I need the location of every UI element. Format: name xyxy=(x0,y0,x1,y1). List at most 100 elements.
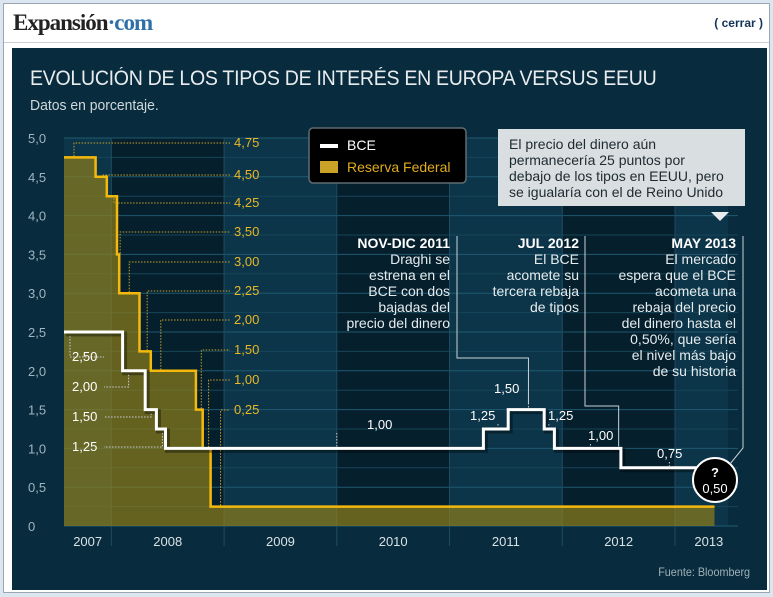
forecast-mark: ? xyxy=(711,465,719,480)
bce-series xyxy=(64,330,721,490)
fed-leader xyxy=(208,379,230,448)
fed-leader xyxy=(119,231,230,254)
bce-line-shadow xyxy=(66,331,721,490)
callout-pointer-icon xyxy=(711,212,729,221)
annotation-connector xyxy=(456,236,529,404)
bce-value-label: 2,00 xyxy=(72,379,97,394)
bce-value-label: 2,50 xyxy=(72,349,97,364)
logo-suffix: com xyxy=(114,10,153,35)
fed-line xyxy=(64,156,715,508)
fed-value-label: 1,50 xyxy=(234,342,259,357)
legend-fed-swatch xyxy=(320,161,338,173)
bce-leader xyxy=(104,413,152,418)
x-tick-label: 2013 xyxy=(694,534,723,549)
annotation-line: 0,50%, que sería xyxy=(630,331,736,347)
y-tick-label: 3,5 xyxy=(28,247,46,262)
y-tick-label: 0,5 xyxy=(28,480,46,495)
legend: BCE Reserva Federal xyxy=(308,127,467,184)
chart-subtitle: Datos en porcentaje. xyxy=(30,97,159,114)
annotation-heading: NOV-DIC 2011 xyxy=(357,235,450,251)
callout-line: El precio del dinero aún xyxy=(509,136,656,152)
annotation-line: espera que el BCE xyxy=(618,267,736,283)
axes: 0 0,5 1,0 1,5 2,0 2,5 3,0 3,5 4,0 4,5 5,0 2007 2008 2… xyxy=(28,131,723,549)
data-labels: 4,75 4,50 4,25 3,50 3,00 2,25 2,00 1,50 1,00 0,25… xyxy=(72,135,738,503)
fed-value-label: 3,00 xyxy=(234,254,259,269)
bce-value-label: 1,00 xyxy=(367,417,392,432)
chart-title: EVOLUCIÓN DE LOS TIPOS DE INTERÉS EN EUR… xyxy=(30,67,657,90)
annotation-connector xyxy=(729,236,744,465)
annotation-line: Draghi se xyxy=(390,251,450,267)
x-tick-label: 2009 xyxy=(266,534,295,549)
forecast-bubble xyxy=(692,457,738,503)
y-tick-label: 5,0 xyxy=(28,131,46,146)
forecast-value: 0,50 xyxy=(702,481,727,496)
annotation-heading: JUL 2012 xyxy=(518,235,579,251)
bce-value-label: 1,50 xyxy=(72,409,97,424)
annotation-line: acometa una xyxy=(655,283,736,299)
annotation-line: El mercado xyxy=(665,251,736,267)
y-tick-label: 2,0 xyxy=(28,364,46,379)
callout-background xyxy=(498,129,745,206)
fed-value-label: 1,00 xyxy=(234,372,259,387)
y-tick-label: 2,5 xyxy=(28,325,46,340)
y-tick-label: 0 xyxy=(28,519,35,534)
x-tick-label: 2012 xyxy=(604,534,633,549)
callout-line: debajo de los tipos en EEUU, pero xyxy=(509,168,724,184)
annotation-line: El BCE xyxy=(534,251,579,267)
bce-leader xyxy=(104,374,130,388)
fed-area xyxy=(64,157,715,526)
bce-value-label: 1,25 xyxy=(548,408,573,423)
label-leaders xyxy=(69,142,670,506)
y-tick-label: 1,0 xyxy=(28,441,46,456)
fed-value-label: 2,00 xyxy=(234,312,259,327)
x-tick-label: 2011 xyxy=(492,534,520,549)
logo-main: Expansión xyxy=(13,10,109,35)
x-tick-label: 2010 xyxy=(379,534,408,549)
popup-header: Expansión·com ( cerrar ) xyxy=(4,4,769,43)
legend-bce-label: BCE xyxy=(347,137,376,153)
bce-value-label: 0,75 xyxy=(657,446,682,461)
annotation-line: bajadas del xyxy=(378,299,450,315)
legend-bce-swatch xyxy=(320,144,338,148)
fed-leader xyxy=(128,261,230,293)
x-tick-label: 2008 xyxy=(153,534,182,549)
annotation-line: tercera rebaja xyxy=(493,283,580,299)
bce-value-label: 1,50 xyxy=(494,381,519,396)
fed-leader xyxy=(73,142,230,157)
callout-line: permanecería 25 puntos por xyxy=(509,152,685,168)
fed-value-label: 4,50 xyxy=(234,167,259,182)
annotation-line: BCE con dos xyxy=(368,283,450,299)
annotation-heading: MAY 2013 xyxy=(671,235,736,251)
annotation-line: el nivel más bajo xyxy=(632,347,736,363)
y-tick-label: 4,0 xyxy=(28,209,46,224)
bce-value-label: 1,00 xyxy=(588,428,613,443)
fed-value-label: 3,50 xyxy=(234,224,259,239)
logo-dot: · xyxy=(107,10,116,35)
interest-rate-chart: 4,754,504,253,503,002,252,001,501,000,25… xyxy=(28,127,745,549)
fed-value-label: 4,75 xyxy=(234,135,259,150)
annotation-line: acomete su xyxy=(507,267,579,283)
x-tick-label: 2007 xyxy=(73,534,102,549)
popup-window: Expansión·com ( cerrar ) EVOLUCIÓN DE LO… xyxy=(3,3,770,593)
legend-fed-label: Reserva Federal xyxy=(347,159,451,175)
chart-source: Fuente: Bloomberg xyxy=(658,565,750,579)
y-tick-label: 4,5 xyxy=(28,170,46,185)
bce-value-label: 1,25 xyxy=(470,408,495,423)
fed-value-label: 2,25 xyxy=(234,283,259,298)
bce-leader xyxy=(69,336,104,358)
annotation-line: estrena en el xyxy=(369,267,450,283)
fed-leader xyxy=(102,174,230,176)
close-link[interactable]: ( cerrar ) xyxy=(714,16,763,30)
annotation-line: rebaja del precio xyxy=(632,299,736,315)
fed-value-label: 0,25 xyxy=(234,402,259,417)
callout-line: se igualaría con el de Reino Unido xyxy=(509,184,723,200)
expansion-logo[interactable]: Expansión·com xyxy=(13,10,153,36)
y-tick-label: 1,5 xyxy=(28,403,46,418)
infographic: EVOLUCIÓN DE LOS TIPOS DE INTERÉS EN EUR… xyxy=(12,48,767,590)
fed-leader xyxy=(113,195,230,204)
